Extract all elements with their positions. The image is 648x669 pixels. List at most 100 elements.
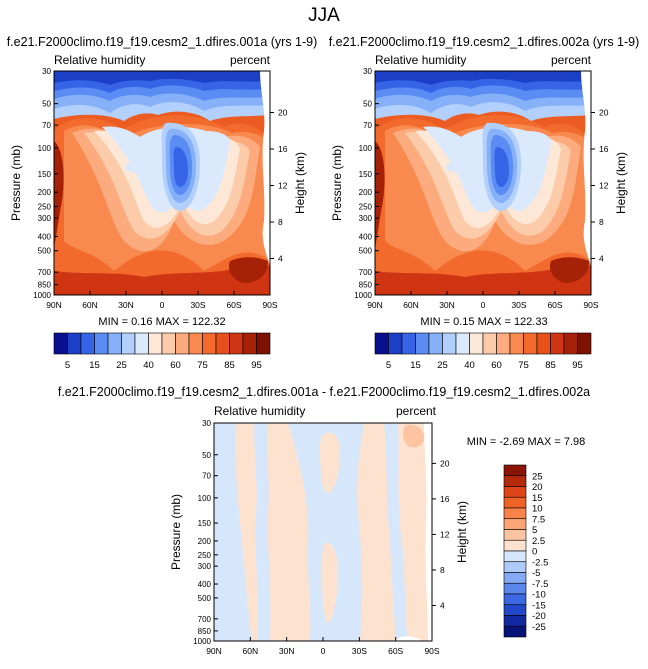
colorbar-box — [202, 332, 217, 355]
colorbar-box — [455, 332, 470, 355]
x-tick-label: 60S — [226, 300, 241, 310]
panel-top-right: f.e21.F2000climo.f19_f19.cesm2_1.dfires.… — [329, 35, 640, 328]
colorbar-box — [503, 561, 527, 573]
y-tick-label: 250 — [359, 202, 373, 211]
colorbar-box — [536, 332, 551, 355]
colorbar-box — [469, 332, 484, 355]
x-tick-label: 0 — [481, 300, 486, 310]
panel-title: f.e21.F2000climo.f19_f19.cesm2_1.dfires.… — [329, 35, 640, 49]
y-tick-label: 500 — [38, 247, 52, 256]
y2-tick-label: 4 — [599, 253, 604, 263]
x-tick-label: 90N — [206, 646, 222, 656]
colorbar-label: 95 — [251, 360, 262, 371]
colorbar-label: -10 — [532, 590, 546, 601]
y2-tick-label: 16 — [599, 144, 609, 154]
y2-axis-label: Height (km) — [455, 501, 469, 563]
y-tick-label: 300 — [359, 214, 373, 223]
colorbar-label: -7.5 — [532, 579, 548, 590]
x-tick-label: 90N — [367, 300, 383, 310]
x-tick-label: 90S — [262, 300, 277, 310]
x-tick-label: 0 — [321, 646, 326, 656]
y2-tick-label: 8 — [440, 565, 445, 575]
y2-tick-label: 12 — [599, 180, 609, 190]
colorbar-box — [550, 332, 565, 355]
contour-band — [322, 542, 338, 623]
x-tick-label: 90S — [424, 646, 439, 656]
x-tick-label: 30S — [352, 646, 367, 656]
contour-band — [288, 423, 364, 641]
colorbar-label: 60 — [491, 360, 502, 371]
stats-label: MIN = -2.69 MAX = 7.98 — [467, 436, 586, 448]
x-tick-label: 30N — [118, 300, 134, 310]
y2-tick-label: 20 — [599, 107, 609, 117]
colorbar-box — [107, 332, 122, 355]
contour-band — [320, 432, 340, 493]
y-tick-label: 50 — [363, 100, 372, 109]
contour-field — [375, 71, 591, 295]
panel-top-left: f.e21.F2000climo.f19_f19.cesm2_1.dfires.… — [7, 35, 318, 328]
y-tick-label: 1000 — [193, 637, 211, 646]
left-string: Relative humidity — [375, 53, 466, 67]
colorbar-box — [503, 572, 527, 584]
right-string: percent — [230, 53, 271, 67]
y2-tick-label: 12 — [278, 180, 288, 190]
colorbar-label: 40 — [143, 360, 154, 371]
contour-band — [549, 257, 589, 283]
y-tick-label: 100 — [38, 144, 52, 153]
colorbar-label: -20 — [532, 611, 546, 622]
y2-tick-label: 12 — [440, 529, 450, 539]
colorbar-box — [503, 486, 527, 498]
missing-data — [424, 423, 432, 641]
contour-band — [494, 147, 509, 187]
x-tick-label: 60N — [243, 646, 259, 656]
x-tick-label: 60S — [388, 646, 403, 656]
contour-band — [254, 423, 271, 641]
contour-band — [125, 162, 143, 172]
left-string: Relative humidity — [54, 53, 145, 67]
colorbar-box — [175, 332, 190, 355]
y-tick-label: 250 — [38, 202, 52, 211]
colorbar-box — [442, 332, 457, 355]
y-tick-label: 400 — [38, 232, 52, 241]
colorbar-box — [388, 332, 403, 355]
y-tick-label: 50 — [42, 100, 51, 109]
colorbar-box — [415, 332, 430, 355]
x-tick-label: 90S — [583, 300, 598, 310]
colorbar-label: 10 — [532, 504, 543, 515]
contour-band — [446, 162, 464, 172]
missing-data — [581, 71, 591, 267]
colorbar-box — [503, 518, 527, 530]
contour-band — [228, 257, 268, 283]
missing-data — [260, 71, 270, 267]
colorbar-top-left: 5 15 25 40 60 75 85 95 — [53, 332, 271, 371]
colorbar-label: 0 — [532, 547, 537, 558]
colorbar-label: 60 — [170, 360, 181, 371]
colorbar-box — [496, 332, 511, 355]
colorbar-box — [229, 332, 244, 355]
y-tick-label: 1000 — [33, 291, 51, 300]
contour-band — [54, 265, 270, 295]
contour-field — [214, 423, 432, 641]
colorbar-box — [121, 332, 136, 355]
colorbar-label: 15 — [532, 493, 543, 504]
colorbar-box — [188, 332, 203, 355]
colorbar-box — [374, 332, 389, 355]
y2-axis-label: Height (km) — [614, 152, 628, 214]
y2-tick-label: 8 — [599, 217, 604, 227]
y-tick-label: 300 — [198, 562, 212, 571]
y-tick-label: 850 — [198, 627, 212, 636]
panel-title: f.e21.F2000climo.f19_f19.cesm2_1.dfires.… — [58, 385, 590, 399]
x-tick-label: 30S — [190, 300, 205, 310]
contour-band — [375, 71, 591, 85]
y-tick-label: 150 — [38, 170, 52, 179]
y-tick-label: 150 — [198, 519, 212, 528]
colorbar-box — [503, 615, 527, 627]
colorbar-top-right: 5 15 25 40 60 75 85 95 — [374, 332, 592, 371]
y2-tick-label: 16 — [278, 144, 288, 154]
x-tick-label: 30N — [279, 646, 295, 656]
y-tick-label: 850 — [38, 281, 52, 290]
colorbar-label: 15 — [410, 360, 421, 371]
y-tick-label: 200 — [198, 537, 212, 546]
y-tick-label: 850 — [359, 281, 373, 290]
